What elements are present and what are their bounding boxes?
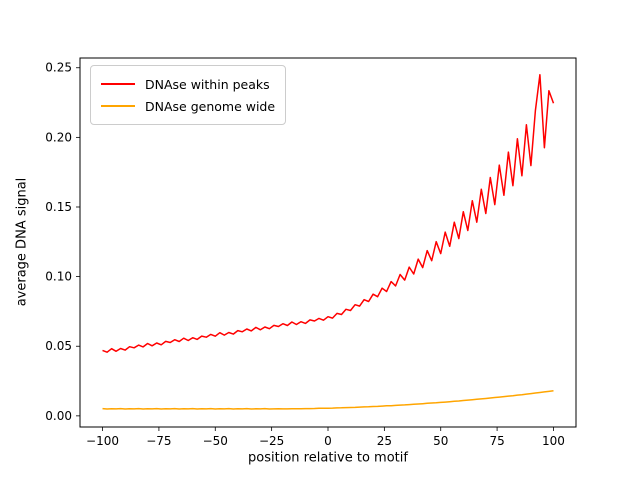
legend-label-peaks: DNAse within peaks: [145, 76, 270, 92]
x-axis-label: position relative to motif: [248, 450, 408, 466]
series-line-0: [102, 73, 555, 353]
legend-entry-genome: DNAse genome wide: [101, 95, 275, 117]
x-tick-label: −100: [86, 434, 119, 448]
y-tick-label: 0.05: [45, 339, 72, 353]
y-axis-label: average DNA signal: [14, 177, 30, 307]
y-tick-label: 0.10: [45, 270, 72, 284]
y-tick-label: 0.20: [45, 130, 72, 144]
data-lines: [102, 73, 555, 410]
legend-entry-peaks: DNAse within peaks: [101, 73, 275, 95]
orange-line-swatch: [101, 105, 135, 107]
x-tick-label: 50: [433, 434, 448, 448]
legend-label-genome: DNAse genome wide: [145, 98, 276, 114]
axis-ticks: −100 −75 −50 −25 0 25 50 75 100 0.00 0.05 0.10 0.15 0…: [45, 61, 565, 448]
x-tick-label: 100: [542, 434, 565, 448]
red-line-swatch: [101, 83, 135, 85]
legend: DNAse within peaks DNAse genome wide: [90, 65, 287, 125]
y-tick-label: 0.15: [45, 200, 72, 214]
x-tick-label: 0: [324, 434, 332, 448]
plot-frame: [79, 57, 577, 428]
x-tick-label: −50: [203, 434, 228, 448]
series-line-1: [102, 390, 554, 410]
y-tick-label: 0.00: [45, 409, 72, 423]
x-tick-label: 75: [489, 434, 504, 448]
x-tick-label: 25: [377, 434, 392, 448]
x-tick-label: −25: [259, 434, 284, 448]
x-tick-label: −75: [146, 434, 171, 448]
y-tick-label: 0.25: [45, 61, 72, 75]
